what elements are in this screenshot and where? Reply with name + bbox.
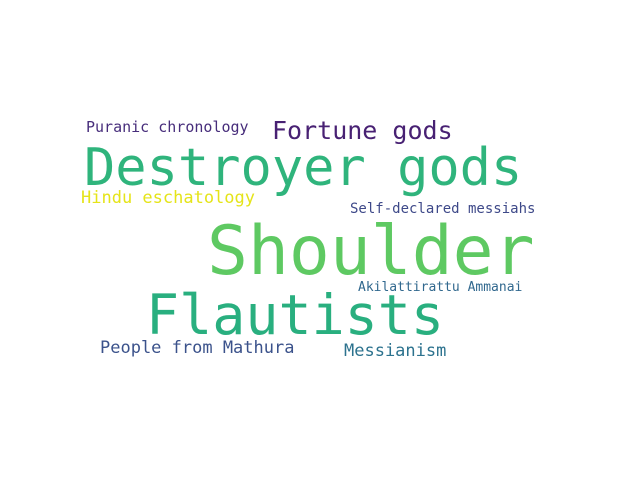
word-shoulder: Shoulder — [207, 212, 535, 291]
word-akilattirattu-ammanai: Akilattirattu Ammanai — [358, 280, 523, 295]
word-hindu-eschatology: Hindu eschatology — [81, 188, 255, 208]
word-self-declared-messiahs: Self-declared messiahs — [350, 201, 536, 217]
word-flautists: Flautists — [146, 283, 445, 347]
word-people-from-mathura: People from Mathura — [100, 338, 295, 358]
word-puranic-chronology: Puranic chronology — [86, 118, 249, 136]
word-fortune-gods: Fortune gods — [272, 116, 453, 145]
word-messianism: Messianism — [344, 341, 447, 361]
word-destroyer-gods: Destroyer gods — [84, 138, 523, 198]
